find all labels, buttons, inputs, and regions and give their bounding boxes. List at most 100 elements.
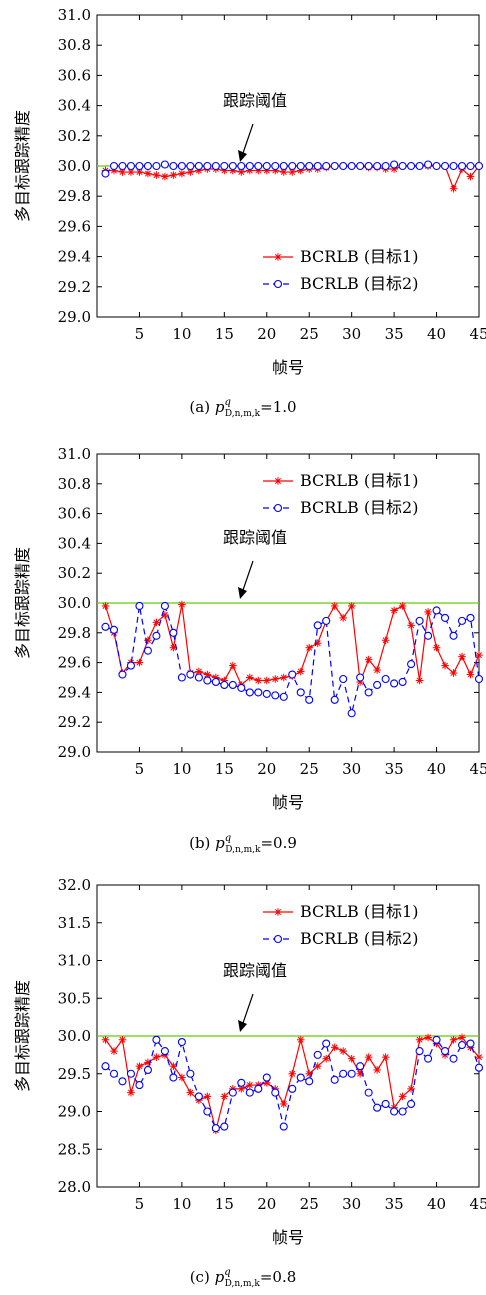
series-target2-point — [398, 161, 407, 171]
series-target1-point — [118, 1035, 127, 1044]
series-target1-point — [441, 661, 449, 670]
series-target1-point — [373, 666, 381, 674]
series-target2-point — [440, 613, 450, 622]
series-target1-point — [305, 643, 314, 652]
series-target2-point — [398, 677, 407, 687]
series-target1-point — [407, 1085, 415, 1093]
series-target1-point — [135, 658, 144, 667]
x-tick-label: 35 — [385, 325, 404, 343]
series-target2-point — [135, 1081, 144, 1090]
series-target1-point — [415, 676, 424, 685]
legend-marker-target2 — [273, 503, 283, 513]
series-target1-point — [178, 600, 186, 609]
series-target2-point — [364, 1088, 373, 1097]
x-axis-label: 帧号 — [272, 358, 304, 377]
series-target2-point — [457, 616, 467, 625]
series-target2-point — [279, 692, 288, 701]
series-target1-point — [330, 1043, 339, 1052]
series-target2-point — [271, 161, 280, 171]
x-tick-label: 30 — [342, 1195, 361, 1213]
series-target1-point — [424, 608, 432, 616]
threshold-arrow — [241, 560, 254, 594]
series-target1-point — [127, 1088, 135, 1097]
series-target2-point — [373, 680, 382, 690]
series-target2-point — [254, 161, 263, 171]
series-target1-point — [330, 602, 339, 610]
series-target2-point — [390, 160, 399, 169]
series-target2-point — [271, 1088, 280, 1097]
series-target2-point — [271, 691, 280, 700]
series-target2-point — [330, 695, 339, 704]
y-tick-label: 30.2 — [58, 127, 91, 145]
series-target2-point — [143, 646, 152, 655]
series-target2-point — [347, 161, 356, 171]
series-target2-point — [101, 622, 110, 631]
series-target2-point — [169, 161, 178, 171]
y-tick-label: 30.8 — [58, 36, 91, 54]
series-target2-point — [254, 688, 263, 697]
x-tick-label: 45 — [469, 1195, 486, 1213]
series-target2-point — [279, 161, 288, 171]
series-target1-point — [279, 1100, 288, 1108]
y-tick-label: 28.5 — [58, 1140, 91, 1158]
y-tick-label: 29.4 — [58, 248, 91, 266]
y-tick-label: 30.0 — [58, 157, 91, 175]
legend-label-target2: BCRLB (目标2) — [300, 929, 418, 948]
series-target1-point — [178, 169, 186, 178]
series-target2-point — [237, 683, 246, 692]
series-target1-point — [254, 676, 263, 685]
series-target2-point — [407, 1099, 416, 1108]
x-tick-label: 45 — [469, 325, 486, 343]
series-target2-point — [390, 1107, 399, 1116]
chart-panel-3: 28.0 28.5 29.0 29.5 30.0 30.5 31.0 31.5 32.0 5 10 1… — [13, 876, 486, 1289]
series-target1-point — [424, 1033, 432, 1042]
series-target2-point — [228, 680, 237, 690]
x-tick-label: 10 — [172, 760, 191, 778]
series-target2-point — [143, 161, 152, 171]
y-tick-label: 30.0 — [58, 594, 91, 612]
series-target1-point — [347, 602, 356, 610]
series-target1-point — [364, 1053, 373, 1061]
series-target2-point — [109, 1069, 119, 1078]
series-target1-point — [373, 1066, 381, 1074]
series-target2-point — [101, 1062, 110, 1071]
series-target1-point — [152, 618, 161, 627]
series-target2-point — [245, 1088, 254, 1097]
series-target1-point — [279, 673, 288, 682]
legend: BCRLB (目标1) BCRLB (目标2) — [263, 471, 418, 517]
series-target2-point — [381, 1099, 390, 1108]
x-tick-label: 30 — [342, 325, 361, 343]
series-target1-point — [144, 169, 152, 178]
legend-label-target1: BCRLB (目标1) — [300, 247, 418, 266]
series-target2-point — [424, 1054, 433, 1063]
series-target2-point — [177, 1037, 186, 1047]
threshold-arrow-head — [238, 1020, 247, 1032]
threshold-arrow — [241, 123, 254, 157]
series-target1-point — [339, 1047, 347, 1055]
x-tick-label: 25 — [300, 760, 319, 778]
y-tick-label: 32.0 — [58, 876, 91, 894]
series-target2-point — [169, 1073, 178, 1082]
series-target2-point — [186, 1069, 195, 1078]
series-target2-point — [118, 161, 127, 171]
series-target2-point — [160, 160, 169, 169]
series-target1-point — [475, 651, 483, 659]
series-target2-point — [160, 1047, 169, 1056]
series-target2-point — [203, 676, 212, 685]
y-axis-label: 多目标跟踪精度 — [13, 547, 32, 659]
figure-caption: (c) pq D,n,m,k=0.8 — [190, 1267, 297, 1289]
series-target2-point — [415, 616, 424, 625]
series-target2-point — [186, 161, 195, 171]
y-tick-label: 29.4 — [58, 683, 91, 701]
series-target2-point — [186, 670, 195, 679]
y-tick-label: 30.4 — [58, 97, 91, 115]
series-target2-point — [109, 625, 119, 634]
series-target1-point — [449, 184, 458, 193]
series-target2-point — [322, 1039, 331, 1048]
legend-marker-target2 — [273, 934, 283, 944]
series-target2-point — [398, 1107, 407, 1116]
series-target2-point — [373, 161, 382, 171]
series-target1-point — [458, 1033, 466, 1042]
series-target2-point — [330, 1075, 339, 1084]
